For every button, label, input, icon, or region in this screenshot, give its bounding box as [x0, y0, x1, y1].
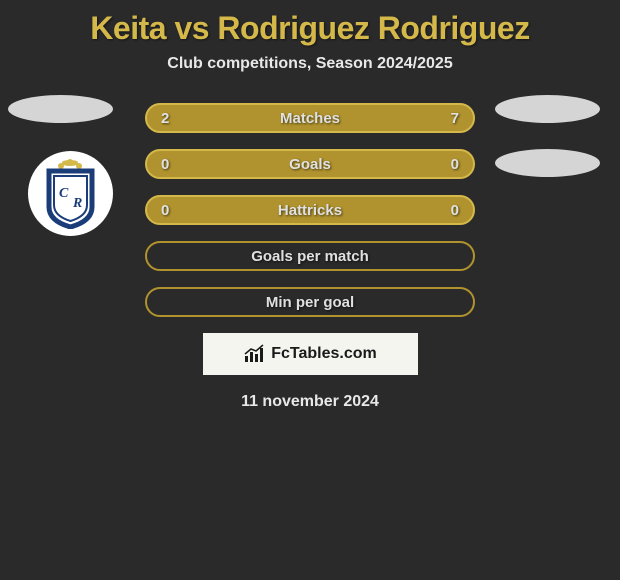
brand-text: FcTables.com	[271, 345, 377, 363]
stat-right-value: 7	[451, 110, 459, 127]
stat-left-value: 2	[161, 110, 169, 127]
stat-label: Goals	[289, 156, 331, 173]
season-subtitle: Club competitions, Season 2024/2025	[0, 55, 620, 73]
avatar-ellipse-icon	[495, 149, 600, 177]
stat-right-value: 0	[451, 202, 459, 219]
avatar-ellipse-icon	[8, 95, 113, 123]
club-badge-icon: C R	[28, 151, 113, 236]
stat-label: Min per goal	[266, 294, 354, 311]
comparison-content: C R 2 Matches 7 0 Goals 0 0 Hattricks 0 …	[0, 103, 620, 411]
stat-label: Hattricks	[278, 202, 342, 219]
brand-box: FcTables.com	[203, 333, 418, 375]
stat-row-goals: 0 Goals 0	[145, 149, 475, 179]
svg-text:C: C	[59, 186, 69, 201]
svg-text:R: R	[72, 196, 82, 211]
comparison-title: Keita vs Rodriguez Rodriguez	[0, 0, 620, 47]
date-text: 11 november 2024	[0, 393, 620, 411]
stat-row-hattricks: 0 Hattricks 0	[145, 195, 475, 225]
avatar-ellipse-icon	[495, 95, 600, 123]
stats-bars: 2 Matches 7 0 Goals 0 0 Hattricks 0 Goal…	[145, 103, 475, 317]
stat-row-min-per-goal: Min per goal	[145, 287, 475, 317]
stat-row-matches: 2 Matches 7	[145, 103, 475, 133]
stat-right-value: 0	[451, 156, 459, 173]
stat-left-value: 0	[161, 156, 169, 173]
stat-left-value: 0	[161, 202, 169, 219]
player-right-avatar	[495, 95, 600, 177]
bar-chart-icon	[243, 344, 267, 364]
stat-row-goals-per-match: Goals per match	[145, 241, 475, 271]
player-left-avatar	[8, 95, 113, 123]
stat-label: Matches	[280, 110, 340, 127]
stat-label: Goals per match	[251, 248, 369, 265]
